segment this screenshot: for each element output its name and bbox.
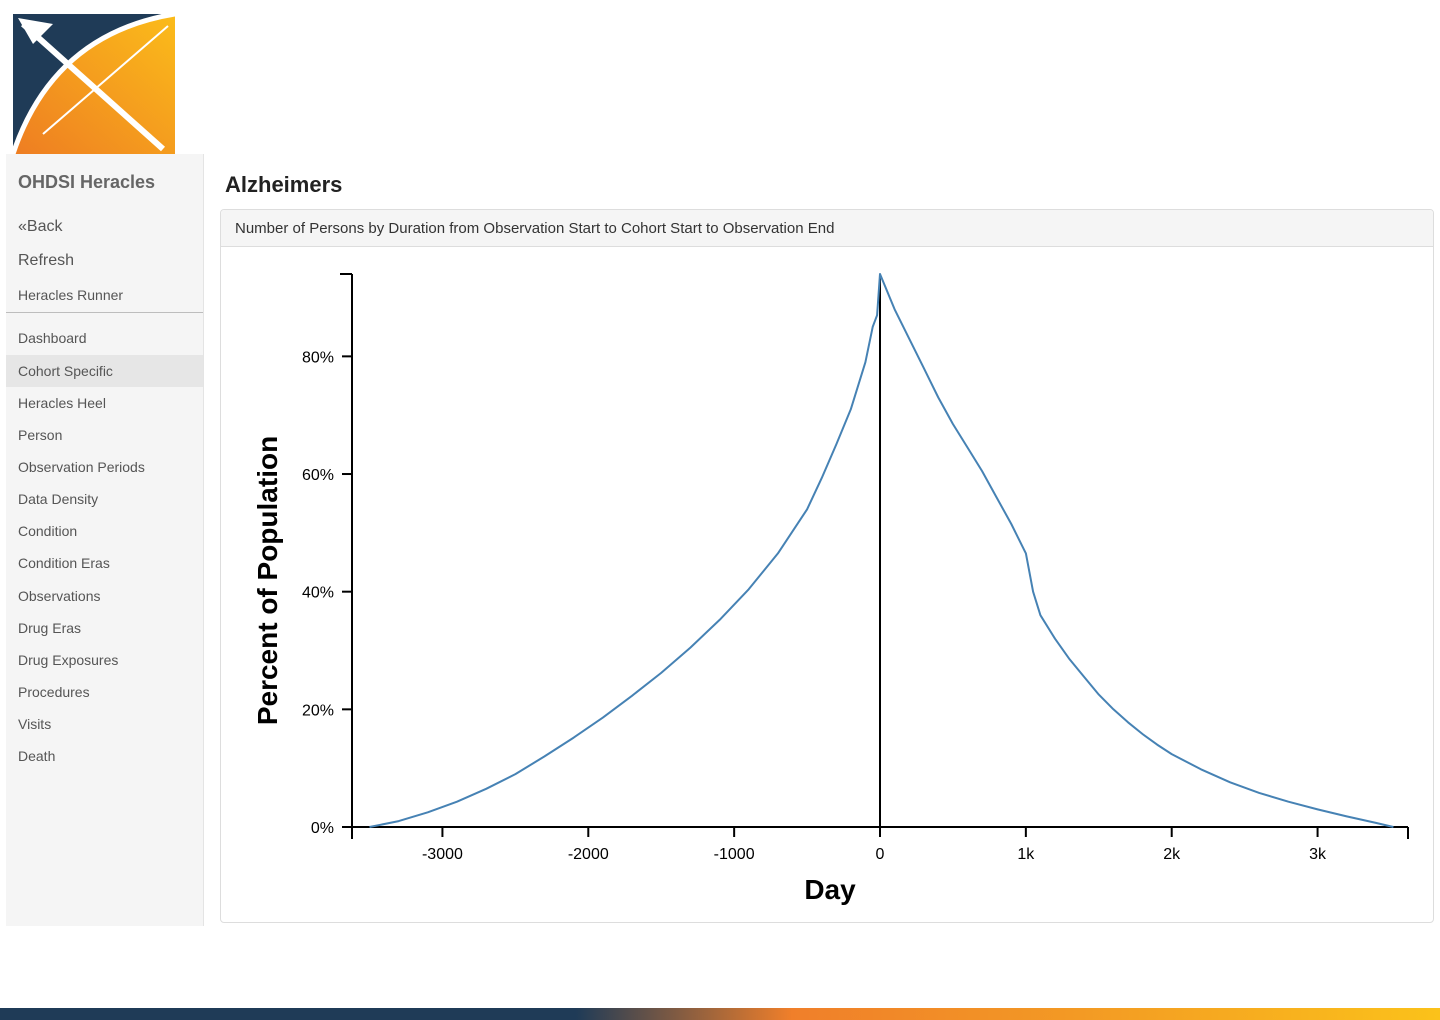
x-tick-label: -3000 [422,846,463,863]
x-tick-label: 3k [1309,846,1327,863]
y-tick-label: 40% [302,585,334,602]
refresh-link[interactable]: Refresh [18,252,75,269]
sidebar: OHDSI Heracles «Back Refresh Heracles Ru… [6,154,204,926]
duration-line-chart: 0% 20% 40% 60% 80% -3000 -2000 -1000 0 1k 2k 3k Day P… [252,273,1409,905]
x-tick-label: -2000 [568,846,609,863]
sidebar-item-visits[interactable]: Visits [18,716,52,732]
x-tick-label: 1k [1017,846,1035,863]
sidebar-item-person[interactable]: Person [18,427,63,443]
sidebar-item-observation-periods[interactable]: Observation Periods [18,459,145,475]
sidebar-item-dashboard[interactable]: Dashboard [18,330,87,346]
sidebar-item-drug-eras[interactable]: Drug Eras [18,620,82,636]
sidebar-divider [6,312,203,313]
footer-gradient-bar [0,1008,1440,1020]
sidebar-item-cohort-specific[interactable]: Cohort Specific [6,355,203,387]
y-tick-label: 60% [302,467,334,484]
y-tick-label: 20% [302,702,334,719]
x-axis-label: Day [804,874,856,905]
sidebar-item-observations[interactable]: Observations [18,588,101,604]
x-tick-label: 2k [1163,846,1181,863]
sidebar-item-condition[interactable]: Condition [18,523,78,539]
ohdsi-logo [13,14,175,154]
x-tick-label: -1000 [714,846,755,863]
y-tick-label: 0% [311,820,334,837]
sidebar-item-heracles-heel[interactable]: Heracles Heel [18,395,106,411]
back-link[interactable]: «Back [18,218,63,235]
chart-panel: Number of Persons by Duration from Obser… [220,209,1434,923]
sidebar-item-data-density[interactable]: Data Density [18,491,99,507]
brand-title: OHDSI Heracles [18,172,156,192]
sidebar-item-drug-exposures[interactable]: Drug Exposures [18,652,119,668]
y-axis-label: Percent of Population [252,436,283,725]
page-title: Alzheimers [225,172,343,197]
series-line [369,273,1394,828]
sidebar-item-procedures[interactable]: Procedures [18,684,90,700]
heracles-runner-link[interactable]: Heracles Runner [18,287,124,303]
x-tick-label: 0 [876,846,885,863]
sidebar-item-death[interactable]: Death [18,748,56,764]
sidebar-item-condition-eras[interactable]: Condition Eras [18,555,110,571]
panel-heading: Number of Persons by Duration from Obser… [221,210,1433,247]
y-tick-label: 80% [302,349,334,366]
